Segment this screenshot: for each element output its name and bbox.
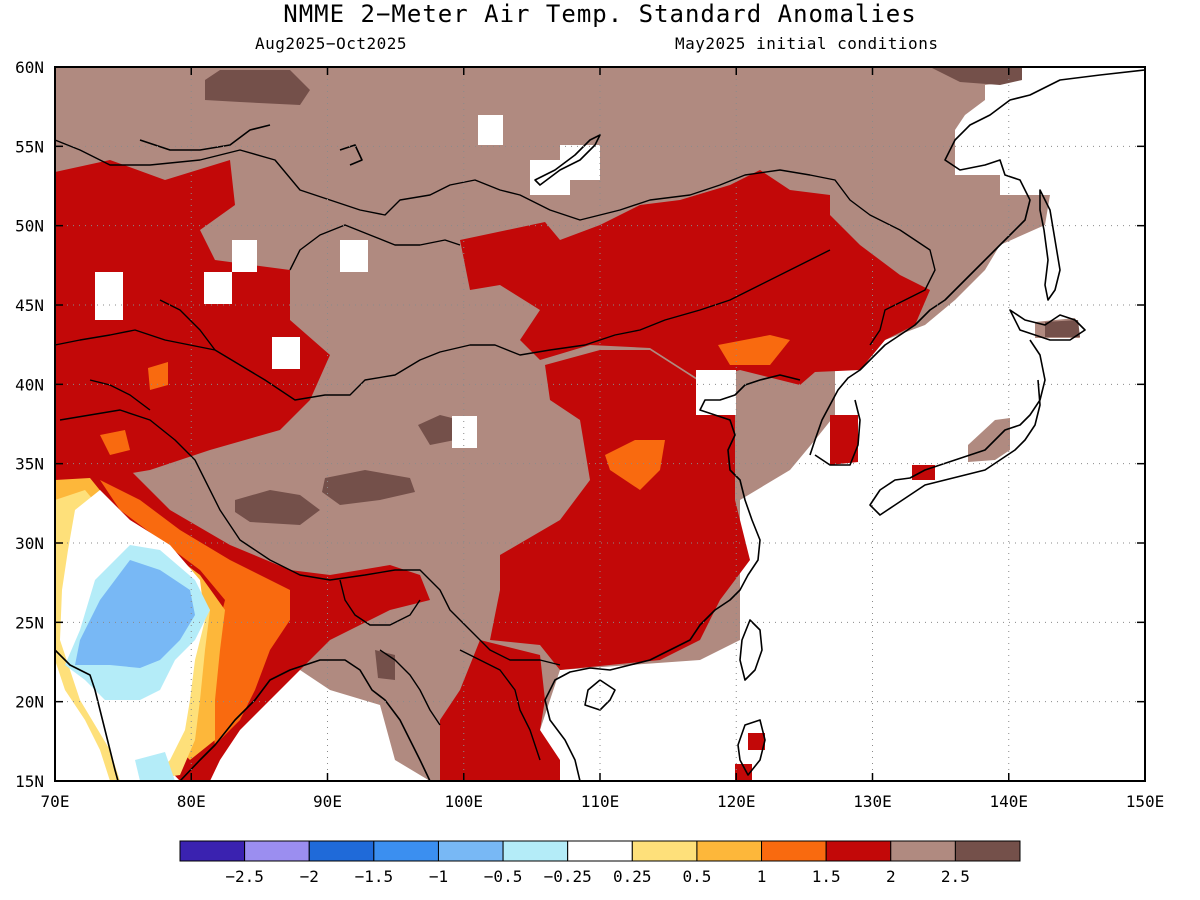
anomaly-region-light-blue — [75, 560, 195, 668]
colorbar-swatch — [437, 840, 504, 862]
map-title: NMME 2−Meter Air Temp. Standard Anomalie… — [283, 0, 917, 28]
lon-tick-label: 80E — [177, 792, 206, 811]
anomaly-region-red-indochina — [440, 640, 560, 781]
colorbar-swatch — [631, 840, 698, 862]
anomaly-region-orange-2 — [718, 335, 790, 365]
masked-cells — [95, 115, 736, 448]
anomaly-region-light-brown-japan — [968, 418, 1010, 462]
anomaly-region-dark-brown-1 — [205, 70, 310, 105]
lon-tick-label: 70E — [41, 792, 70, 811]
graticule — [55, 67, 1145, 781]
anomaly-region-red-korea — [830, 415, 858, 465]
colorbar-swatch — [373, 840, 439, 862]
colorbar-labels: −2.5 −2 −1.5 −1 −0.5 −0.25 0.25 0.5 1 1.5 2 2.5 — [225, 867, 969, 886]
anomaly-region-red-southeast — [490, 350, 750, 670]
lon-tick-label: 90E — [313, 792, 342, 811]
anomaly-region-orange-4 — [100, 430, 130, 455]
anomaly-region-orange-3 — [148, 362, 168, 390]
lon-tick-label: 150E — [1126, 792, 1165, 811]
anomaly-region-red-taiwan — [748, 733, 765, 750]
anomaly-region-red-northeast — [460, 170, 930, 385]
lat-tick-label: 35N — [15, 455, 44, 474]
colorbar-label: −1 — [429, 867, 448, 886]
colorbar-label: −0.25 — [544, 867, 592, 886]
colorbar-label: 0.25 — [613, 867, 652, 886]
longitude-labels: 70E 80E 90E 100E 110E 120E 130E 140E 150E — [41, 792, 1165, 811]
colorbar-label: 2 — [886, 867, 896, 886]
anomaly-region-dark-brown-5 — [418, 415, 460, 445]
borders — [54, 139, 936, 761]
colorbar-boxes — [179, 840, 1021, 862]
anomaly-region-pale-cyan-south — [135, 752, 175, 781]
lon-tick-label: 100E — [444, 792, 483, 811]
anomaly-region-dark-brown-3 — [235, 490, 320, 525]
colorbar-swatch — [179, 840, 246, 862]
anomaly-region-red-west — [55, 160, 330, 480]
lat-tick-label: 45N — [15, 296, 44, 315]
lat-tick-label: 55N — [15, 137, 44, 156]
initial-conditions: May2025 initial conditions — [675, 34, 939, 53]
axis-ticks — [54, 66, 1146, 782]
colorbar-swatch — [244, 840, 310, 862]
anomaly-region-dark-brown-7 — [1045, 320, 1080, 337]
colorbar-label: 1 — [757, 867, 767, 886]
anomaly-region-dark-brown-4 — [322, 470, 415, 505]
anomaly-region-orange-5 — [100, 480, 290, 745]
colorbar-label: 1.5 — [812, 867, 841, 886]
colorbar-swatch — [954, 840, 1021, 862]
coastlines — [54, 69, 1146, 782]
anomaly-region-orange-1 — [605, 440, 665, 490]
lat-tick-label: 50N — [15, 217, 44, 236]
anomaly-region-dark-brown-2 — [930, 67, 1022, 85]
colorbar-swatch — [567, 840, 633, 862]
lat-tick-label: 15N — [15, 772, 44, 791]
lat-tick-label: 25N — [15, 613, 44, 632]
colorbar-label: −0.5 — [484, 867, 523, 886]
lat-tick-label: 60N — [15, 58, 44, 77]
colorbar-swatch — [696, 840, 763, 862]
lon-tick-label: 120E — [717, 792, 756, 811]
colorbar-swatch — [825, 840, 892, 862]
colorbar-label: −2.5 — [225, 867, 264, 886]
colorbar-swatch — [890, 840, 956, 862]
colorbar-swatch — [308, 840, 375, 862]
lon-tick-label: 110E — [581, 792, 620, 811]
latitude-labels: 15N 20N 25N 30N 35N 40N 45N 50N 55N 60N — [15, 58, 44, 791]
lon-tick-label: 130E — [853, 792, 892, 811]
colorbar-swatch — [761, 840, 827, 862]
lon-tick-label: 140E — [989, 792, 1028, 811]
forecast-period: Aug2025−Oct2025 — [255, 34, 407, 53]
anomaly-region-red-luzon — [735, 764, 752, 781]
colorbar-label: 0.5 — [682, 867, 711, 886]
lat-tick-label: 30N — [15, 534, 44, 553]
colorbar-swatch — [502, 840, 569, 862]
colorbar-label: 2.5 — [941, 867, 970, 886]
colorbar-label: −1.5 — [355, 867, 394, 886]
lat-tick-label: 40N — [15, 375, 44, 394]
lat-tick-label: 20N — [15, 693, 44, 712]
colorbar-label: −2 — [300, 867, 319, 886]
